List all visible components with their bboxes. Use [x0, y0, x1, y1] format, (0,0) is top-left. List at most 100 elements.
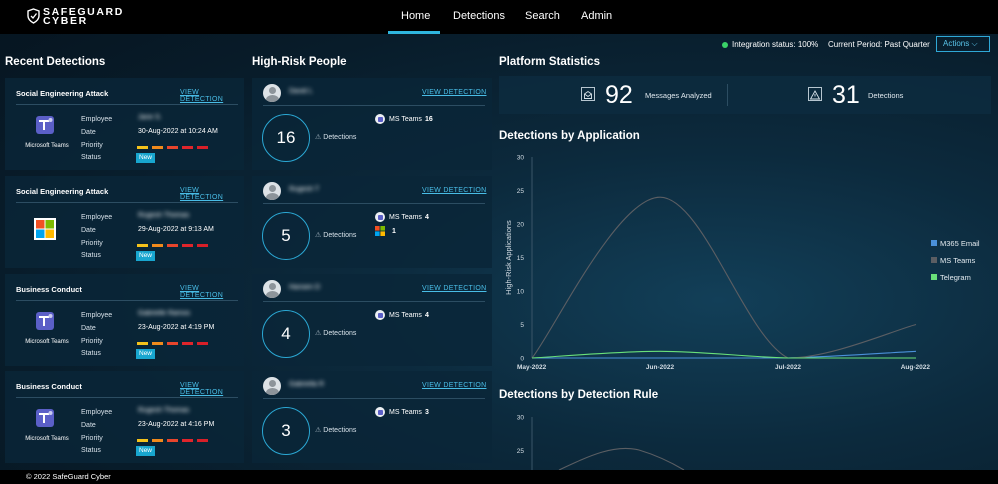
view-detection-link[interactable]: VIEW DETECTION [422, 285, 487, 292]
series-line [558, 447, 685, 470]
y-tick-label: 5 [520, 322, 524, 329]
nav-search[interactable]: Search [525, 10, 560, 22]
employee-label: Employee [81, 116, 113, 123]
legend-swatch [931, 240, 937, 246]
status-badge: New [136, 251, 156, 261]
employee-name: Gabrielle Ramos [138, 310, 191, 317]
employee-label: Employee [81, 312, 113, 319]
status-label: Status [81, 350, 101, 357]
detection-title: Business Conduct [16, 382, 82, 391]
view-detection-link[interactable]: VIEW DETECTION [180, 89, 224, 103]
x-tick-label: May-2022 [517, 364, 547, 371]
view-detection-link[interactable]: VIEW DETECTION [422, 89, 487, 96]
app-count-row: MS Teams 4 [375, 212, 429, 222]
platform-stats-panel [499, 76, 991, 114]
legend-label: MS Teams [940, 256, 976, 265]
divider [263, 105, 485, 106]
person-name: Gabriella R [289, 381, 325, 388]
messages-analyzed-count: 92 [605, 81, 633, 109]
detection-count-ring: 4 [262, 310, 310, 358]
detection-date: 29-Aug-2022 at 9:13 AM [138, 226, 214, 233]
status-badge: New [136, 446, 156, 456]
detection-card: Social Engineering Attack VIEW DETECTION M… [5, 78, 244, 170]
y-tick-label: 30 [517, 155, 525, 162]
divider [16, 202, 238, 203]
person-name: David L [289, 88, 313, 95]
integration-status: Integration status: 100% [732, 40, 819, 49]
priority-label: Priority [81, 142, 103, 149]
person-name: Rugesh T [289, 186, 320, 193]
app-label: MS Teams [389, 115, 422, 123]
app-label: MS Teams [389, 213, 422, 221]
status-label: Status [81, 447, 101, 454]
employee-name: Jane S. [138, 114, 162, 121]
current-period: Current Period: Past Quarter [828, 40, 930, 49]
employee-name: Rugesh Thomas [138, 212, 190, 219]
detection-date: 30-Aug-2022 at 10:24 AM [138, 128, 218, 135]
view-detection-link[interactable]: VIEW DETECTION [180, 382, 224, 396]
high-risk-person-card: David L VIEW DETECTION 16 ⚠ Detections MS Tea… [252, 78, 492, 170]
microsoft-365-icon [375, 226, 385, 236]
app-count: 4 [424, 311, 429, 319]
messages-analyzed-label: Messages Analyzed [645, 91, 712, 100]
status-label: Status [81, 154, 101, 161]
app-count: 4 [424, 213, 429, 221]
divider [16, 104, 238, 105]
app-count: 3 [424, 408, 429, 416]
view-detection-link[interactable]: VIEW DETECTION [180, 187, 224, 201]
alert-icon [808, 87, 822, 101]
priority-label: Priority [81, 338, 103, 345]
detection-card: Business Conduct VIEW DETECTION Microsoft … [5, 274, 244, 366]
y-axis-label: High-Risk Applications [504, 220, 513, 295]
detection-card: Social Engineering Attack VIEW DETECTION E… [5, 176, 244, 268]
series-line-m365-email [531, 350, 917, 359]
ms-teams-icon [34, 407, 56, 429]
y-tick-label: 0 [520, 356, 524, 363]
priority-bar [137, 439, 212, 442]
message-icon [581, 87, 595, 101]
priority-label: Priority [81, 435, 103, 442]
view-detection-link[interactable]: VIEW DETECTION [422, 187, 487, 194]
avatar [263, 377, 281, 395]
app-name: Microsoft Teams [25, 143, 69, 149]
nav-admin[interactable]: Admin [581, 10, 613, 22]
nav-home[interactable]: Home [401, 10, 431, 22]
y-tick-label: 25 [517, 448, 525, 455]
app-label: MS Teams [389, 408, 422, 416]
series-line-ms-teams [531, 196, 917, 359]
view-detection-link[interactable]: VIEW DETECTION [180, 285, 224, 299]
view-detection-link[interactable]: VIEW DETECTION [422, 382, 487, 389]
warning-icon: ⚠ [315, 134, 322, 141]
safeguard-logo[interactable]: SAFEGUARD CYBER [27, 7, 137, 26]
y-tick-label: 15 [517, 255, 525, 262]
ms-teams-icon [375, 114, 385, 124]
detection-count-ring: 5 [262, 212, 310, 260]
warning-icon: ⚠ [315, 232, 322, 239]
app-name: Microsoft Teams [25, 436, 69, 442]
series-line-telegram [531, 350, 916, 359]
high-risk-person-card: Hansen D VIEW DETECTION 4 ⚠ Detections MS Tea… [252, 274, 492, 366]
nav-active-indicator [388, 31, 440, 34]
detections-by-application-heading: Detections by Application [499, 130, 640, 142]
high-risk-person-card: Gabriella R VIEW DETECTION 3 ⚠ Detections MS … [252, 371, 492, 463]
footer: © 2022 SafeGuard Cyber [0, 470, 998, 484]
app-count-row: MS Teams 16 [375, 114, 433, 124]
detections-label: Detections [868, 91, 904, 100]
ms-teams-icon [375, 310, 385, 320]
app-count: 16 [424, 115, 433, 123]
employee-name: Rugesh Thomas [138, 407, 190, 414]
x-tick-label: Jun-2022 [646, 364, 675, 371]
actions-dropdown[interactable]: Actions ⌵ [936, 36, 990, 52]
detection-card: Business Conduct VIEW DETECTION Microsoft … [5, 371, 244, 463]
detections-label: ⚠ Detections [315, 330, 357, 337]
shield-icon [27, 8, 40, 24]
ms-teams-icon [375, 407, 385, 417]
warning-icon: ⚠ [315, 330, 322, 337]
nav-detections[interactable]: Detections [453, 10, 505, 22]
ms-teams-icon [34, 114, 56, 136]
app-count-row: MS Teams 4 [375, 310, 429, 320]
detection-title: Social Engineering Attack [16, 89, 109, 98]
detections-by-rule-heading: Detections by Detection Rule [499, 389, 659, 401]
date-label: Date [81, 422, 96, 429]
legend-label: Telegram [940, 273, 971, 282]
